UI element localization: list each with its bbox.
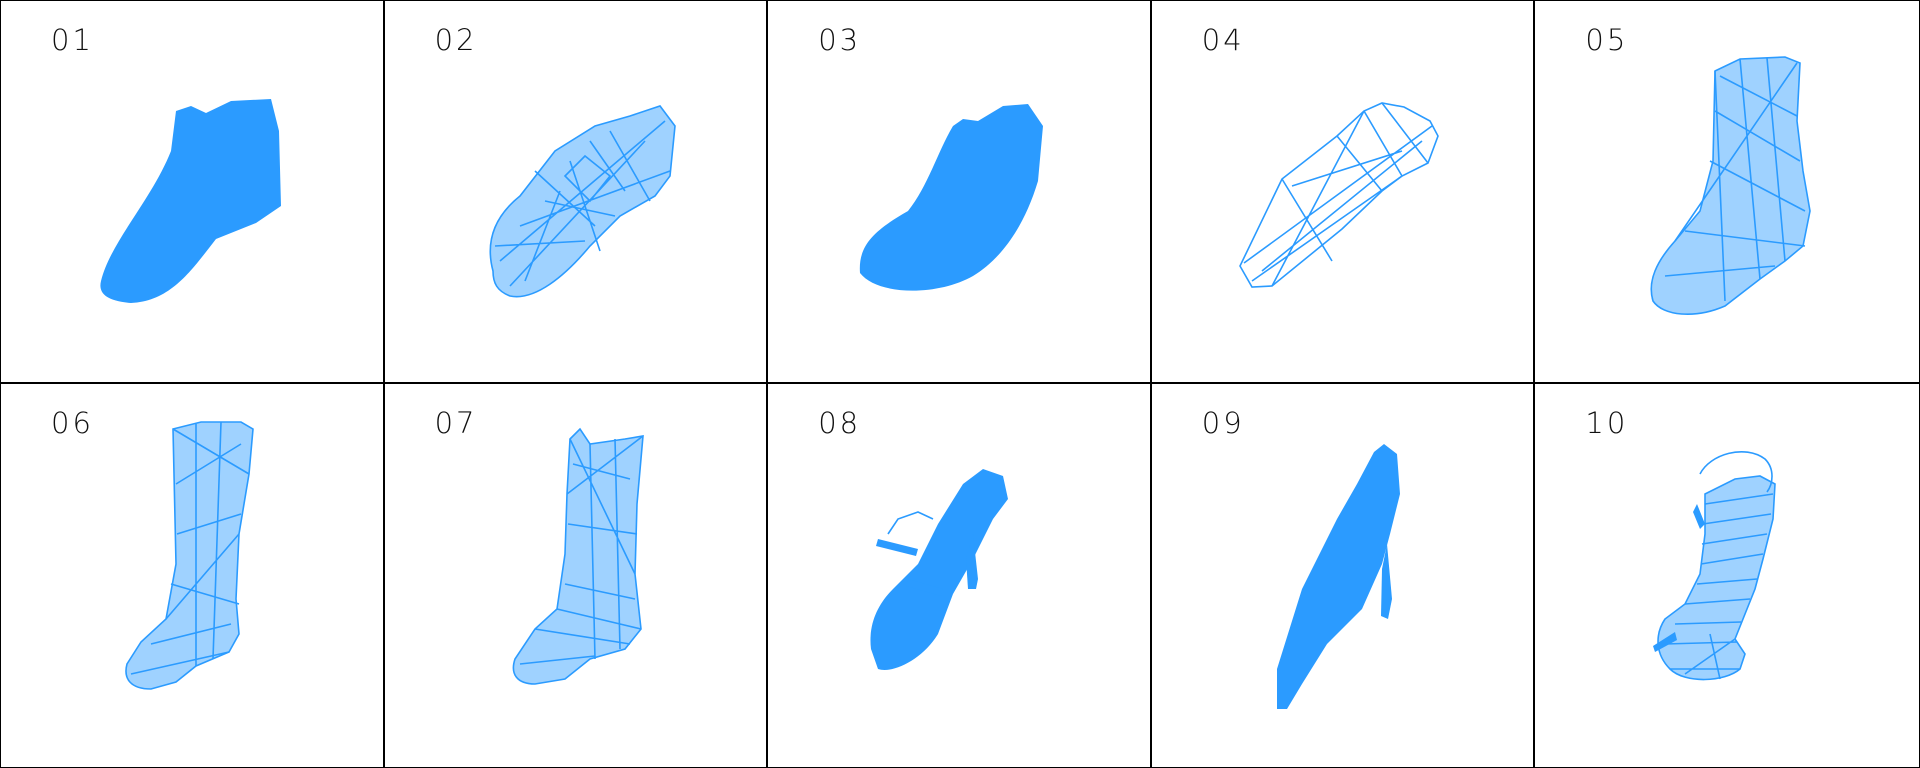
panel-label: 02: [434, 23, 478, 57]
pointed-pump-icon: [1276, 444, 1400, 709]
panel-07: 07: [385, 384, 769, 767]
tall-boot-wireframe-icon: [125, 421, 254, 690]
panel-03: 03: [768, 1, 1152, 384]
panel-label: 05: [1585, 23, 1629, 57]
low-sneaker-dense-icon: [100, 99, 281, 303]
panel-label: 01: [51, 23, 94, 57]
panel-label: 08: [818, 406, 862, 440]
panel-04: 04: [1151, 1, 1536, 384]
lace-up-shoe-wireframe-icon: [489, 105, 676, 298]
panel-10: 10: [1535, 384, 1919, 767]
panel-01: 01: [1, 1, 385, 384]
panel-label: 07: [434, 406, 478, 440]
panel-label: 03: [818, 23, 862, 57]
slingback-sandal-icon: [1653, 451, 1777, 681]
panel-08: 08: [768, 384, 1152, 767]
clog-dense-icon: [860, 104, 1044, 291]
panel-label: 04: [1201, 23, 1245, 57]
cowboy-boot-wireframe-icon: [512, 427, 644, 685]
ankle-boot-wireframe-icon: [1650, 56, 1812, 315]
strappy-heel-sandal-icon: [870, 469, 1009, 670]
panel-09: 09: [1152, 384, 1536, 767]
flat-slipper-wireframe-icon: [1238, 102, 1439, 288]
panel-label: 10: [1585, 406, 1629, 440]
panel-label: 09: [1201, 406, 1245, 440]
panel-02: 02: [384, 1, 769, 384]
panel-05: 05: [1535, 1, 1919, 384]
panel-label: 06: [51, 406, 94, 440]
panel-06: 06: [1, 384, 385, 767]
